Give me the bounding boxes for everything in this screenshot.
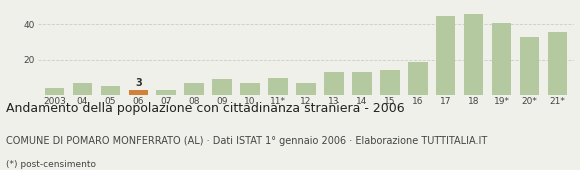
Bar: [464, 14, 483, 95]
Bar: [324, 72, 344, 95]
Bar: [212, 79, 232, 95]
Bar: [408, 62, 427, 95]
Bar: [436, 16, 455, 95]
Bar: [548, 32, 567, 95]
Text: COMUNE DI POMARO MONFERRATO (AL) · Dati ISTAT 1° gennaio 2006 · Elaborazione TUT: COMUNE DI POMARO MONFERRATO (AL) · Dati …: [6, 136, 487, 146]
Text: Andamento della popolazione con cittadinanza straniera - 2006: Andamento della popolazione con cittadin…: [6, 102, 404, 115]
Text: 3: 3: [135, 78, 142, 88]
Text: (*) post-censimento: (*) post-censimento: [6, 160, 96, 169]
Bar: [100, 86, 120, 95]
Bar: [520, 37, 539, 95]
Bar: [296, 83, 316, 95]
Bar: [45, 88, 64, 95]
Bar: [268, 78, 288, 95]
Bar: [184, 83, 204, 95]
Bar: [240, 83, 260, 95]
Bar: [380, 70, 400, 95]
Bar: [352, 72, 372, 95]
Bar: [492, 23, 512, 95]
Bar: [157, 90, 176, 95]
Bar: [129, 90, 148, 95]
Bar: [72, 83, 92, 95]
